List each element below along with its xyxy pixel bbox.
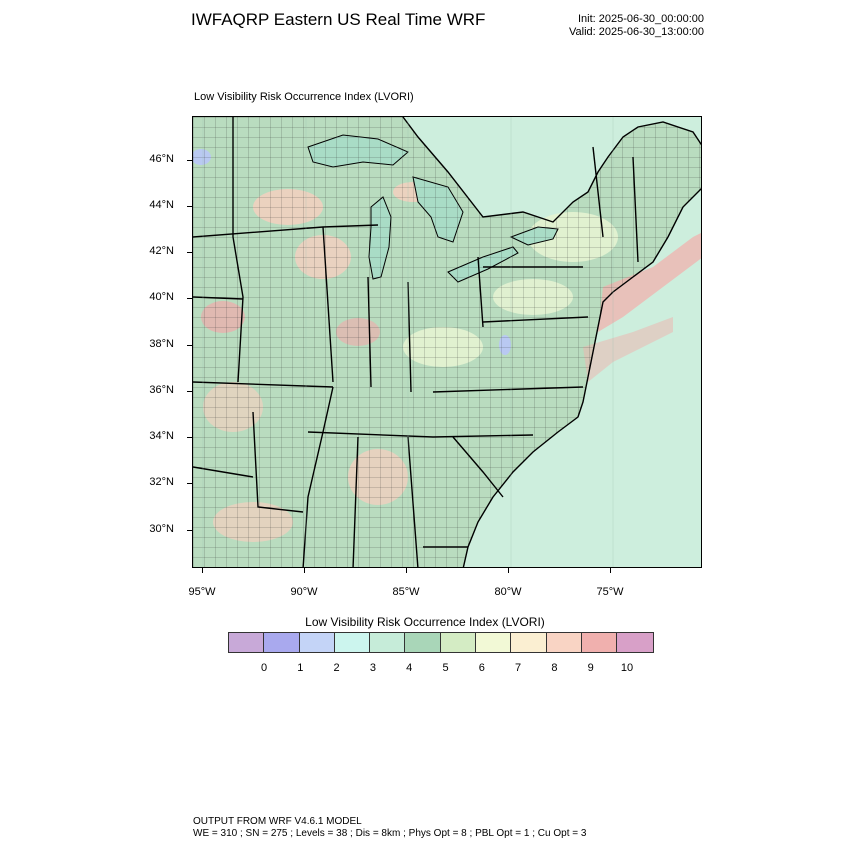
colorbar-label: 10 (620, 662, 634, 674)
colorbar-label: 2 (333, 662, 340, 674)
lat-label: 38°N (149, 338, 174, 350)
colorbar-label: 9 (587, 662, 594, 674)
colorbar-swatch (370, 633, 406, 652)
model-footer: OUTPUT FROM WRF V4.6.1 MODEL WE = 310 ; … (193, 816, 586, 840)
colorbar-label: 7 (515, 662, 522, 674)
colorbar-swatch (405, 633, 441, 652)
footer-model: OUTPUT FROM WRF V4.6.1 MODEL (193, 816, 362, 827)
lat-label: 34°N (149, 430, 174, 442)
lat-tick (187, 483, 192, 484)
lat-tick (187, 298, 192, 299)
colorbar-swatch (299, 633, 335, 652)
colorbar-swatch (476, 633, 512, 652)
lon-label: 85°W (392, 586, 420, 598)
lat-label: 32°N (149, 476, 174, 488)
colorbar-swatch (511, 633, 547, 652)
lon-label: 75°W (596, 586, 624, 598)
lat-tick (187, 206, 192, 207)
lon-label: 95°W (188, 586, 216, 598)
colorbar-title: Low Visibility Risk Occurrence Index (LV… (305, 615, 545, 629)
colorbar-swatch (440, 633, 477, 652)
colorbar-label: 0 (260, 662, 268, 674)
colorbar-label: 1 (297, 662, 304, 674)
colorbar-label: 5 (442, 662, 449, 674)
county-boundaries (193, 117, 701, 567)
lat-label: 30°N (149, 523, 174, 535)
coast-risk-band-south (583, 317, 673, 382)
state-boundaries (193, 117, 639, 567)
colorbar (228, 632, 654, 653)
colorbar-swatch (229, 633, 265, 652)
lat-tick (187, 530, 192, 531)
lon-tick (610, 568, 611, 573)
graticule (202, 117, 614, 567)
lon-tick (508, 568, 509, 573)
map-canvas (193, 117, 701, 567)
lat-tick (187, 437, 192, 438)
colorbar-label: 4 (406, 662, 413, 674)
lat-tick (187, 252, 192, 253)
colorbar-label: 8 (551, 662, 558, 674)
lat-tick (187, 345, 192, 346)
colorbar-label: 6 (478, 662, 485, 674)
colorbar-swatch (546, 633, 582, 652)
lat-label: 36°N (149, 384, 174, 396)
coastline (402, 117, 701, 567)
lon-label: 90°W (290, 586, 318, 598)
map-panel[interactable] (192, 116, 702, 568)
colorbar-swatch (334, 633, 371, 652)
lat-label: 42°N (149, 245, 174, 257)
colorbar-label: 3 (369, 662, 376, 674)
init-time: Init: 2025-06-30_00:00:00 (578, 13, 704, 25)
lat-label: 46°N (149, 153, 174, 165)
colorbar-swatch (617, 633, 653, 652)
footer-config: WE = 310 ; SN = 275 ; Levels = 38 ; Dis … (193, 828, 587, 839)
colorbar-swatch (581, 633, 618, 652)
lon-tick (202, 568, 203, 573)
colorbar-swatch (264, 633, 300, 652)
lon-tick (304, 568, 305, 573)
coast-risk-band (598, 233, 701, 332)
lat-tick (187, 391, 192, 392)
valid-time: Valid: 2025-06-30_13:00:00 (569, 26, 704, 38)
run-info: Init: 2025-06-30_00:00:00 Valid: 2025-06… (569, 13, 704, 39)
lat-tick (187, 160, 192, 161)
lat-label: 40°N (149, 291, 174, 303)
plot-title: Low Visibility Risk Occurrence Index (LV… (194, 91, 414, 103)
main-title: IWFAQRP Eastern US Real Time WRF (191, 10, 486, 29)
lon-tick (406, 568, 407, 573)
lat-label: 44°N (149, 199, 174, 211)
lon-label: 80°W (494, 586, 522, 598)
